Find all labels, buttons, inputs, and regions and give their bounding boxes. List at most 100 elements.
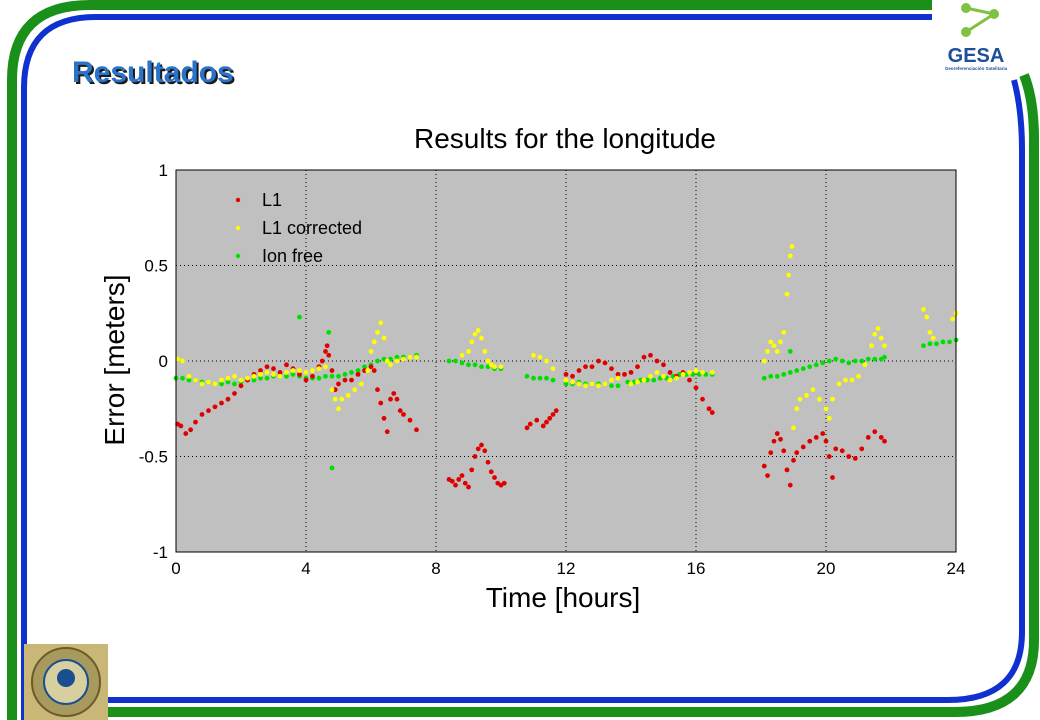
data-point	[921, 343, 926, 349]
frame-right-outer	[105, 73, 1039, 717]
data-point	[472, 362, 478, 368]
legend-label: L1 corrected	[262, 218, 362, 238]
data-point	[794, 368, 800, 373]
data-point	[550, 412, 556, 417]
data-point	[544, 375, 549, 381]
data-point	[324, 343, 330, 349]
data-point	[485, 358, 491, 364]
data-point	[930, 335, 936, 341]
data-point	[771, 438, 777, 444]
data-point	[232, 391, 237, 396]
data-point	[384, 429, 390, 435]
data-point	[589, 364, 595, 370]
data-point	[414, 427, 419, 433]
data-point	[810, 387, 816, 393]
data-point	[349, 377, 354, 383]
data-point	[781, 371, 787, 377]
data-point	[778, 339, 783, 345]
data-point	[823, 438, 829, 444]
data-point	[345, 392, 351, 398]
data-point	[761, 375, 767, 381]
data-point	[378, 320, 384, 326]
data-point	[563, 381, 569, 387]
frame-outer	[6, 0, 935, 720]
data-point	[453, 482, 458, 488]
data-point	[800, 444, 806, 450]
data-point	[700, 396, 705, 402]
data-point	[836, 381, 842, 387]
data-point	[687, 377, 692, 383]
data-point	[375, 329, 380, 335]
data-point	[563, 377, 569, 383]
data-point	[872, 356, 878, 362]
data-point	[817, 396, 822, 402]
data-point	[596, 358, 601, 364]
data-point	[865, 356, 871, 362]
logo-node-3	[961, 27, 971, 37]
data-point	[927, 329, 933, 335]
x-tick-label: 4	[301, 559, 310, 578]
data-point	[635, 364, 640, 370]
data-point	[212, 404, 218, 410]
data-point	[498, 364, 504, 370]
data-point	[219, 377, 224, 383]
data-point	[180, 358, 185, 364]
data-point	[950, 316, 956, 322]
data-point	[381, 335, 387, 341]
data-point	[537, 354, 543, 360]
data-point	[258, 371, 263, 377]
data-point	[826, 454, 832, 459]
data-point	[576, 368, 582, 373]
plot-border	[175, 169, 957, 553]
data-point	[797, 396, 803, 402]
frame-right-inner	[105, 79, 1025, 703]
data-point	[319, 358, 325, 364]
legend-marker	[235, 253, 241, 259]
data-point	[875, 326, 881, 331]
data-point	[323, 364, 328, 370]
data-point	[765, 349, 770, 354]
data-point	[365, 368, 371, 373]
data-point	[869, 343, 874, 349]
data-point	[459, 352, 465, 358]
data-point	[787, 349, 793, 354]
data-point	[843, 377, 848, 383]
slide-title: Resultados	[72, 56, 234, 89]
data-point	[826, 415, 832, 421]
data-point	[258, 368, 263, 373]
x-tick-label: 12	[557, 559, 576, 578]
data-point	[303, 377, 309, 383]
data-point	[583, 383, 588, 389]
data-point	[232, 381, 237, 387]
data-point	[934, 341, 939, 347]
data-point	[271, 366, 276, 372]
data-point	[339, 396, 345, 402]
data-point	[609, 366, 614, 372]
data-point	[492, 364, 497, 370]
logo-node-2	[989, 9, 999, 19]
data-point	[371, 339, 377, 345]
data-point	[661, 362, 666, 368]
legend-marker	[235, 225, 241, 231]
data-point	[872, 331, 878, 337]
data-point	[787, 253, 793, 259]
data-point	[375, 387, 380, 393]
data-point	[700, 370, 705, 375]
data-point	[804, 392, 809, 398]
data-point	[326, 329, 332, 335]
data-point	[791, 425, 796, 431]
data-point	[576, 381, 582, 387]
data-point	[615, 375, 621, 381]
data-point	[641, 354, 647, 360]
data-point	[336, 373, 341, 379]
series-l1	[175, 343, 887, 490]
data-point	[329, 387, 335, 393]
data-point	[765, 473, 770, 478]
data-point	[479, 335, 484, 341]
data-point	[882, 438, 887, 444]
data-point	[807, 364, 813, 370]
data-point	[882, 354, 887, 360]
data-point	[924, 314, 930, 320]
data-point	[667, 377, 673, 383]
data-point	[615, 371, 621, 377]
